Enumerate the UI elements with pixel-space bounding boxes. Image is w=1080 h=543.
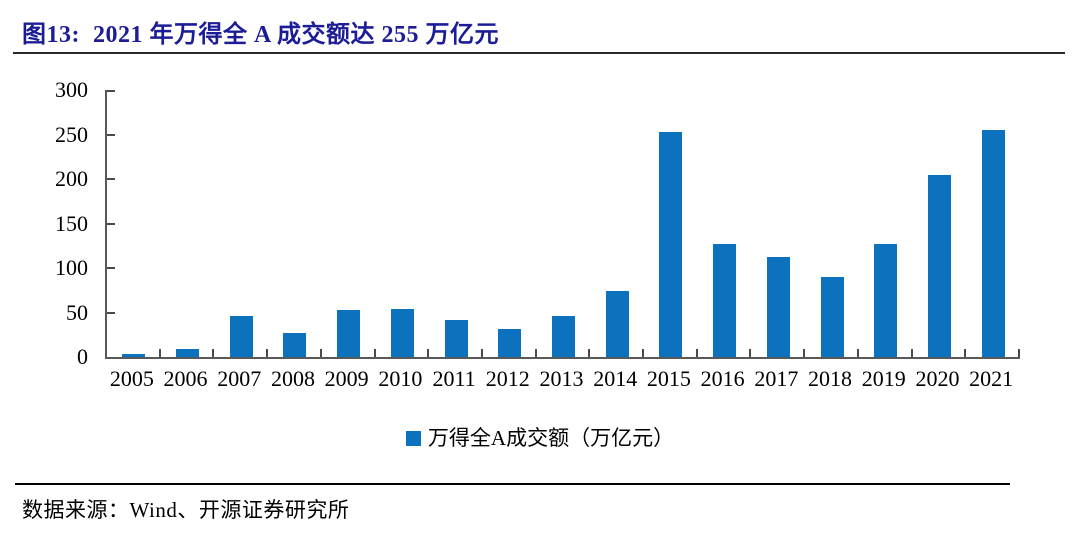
bar-2010	[390, 308, 414, 357]
x-tick-2005	[158, 349, 161, 357]
x-axis-label-2015: 2015	[646, 366, 691, 391]
x-tick-2008	[319, 349, 322, 357]
x-axis-label-2021: 2021	[969, 366, 1014, 391]
legend-swatch	[405, 430, 421, 446]
bar-2017	[766, 257, 790, 357]
x-axis-label-2013: 2013	[539, 366, 584, 391]
figure-title: 图13: 2021 年万得全 A 成交额达 255 万亿元	[22, 22, 499, 48]
x-axis-label-2009: 2009	[324, 366, 369, 391]
x-axis-label-2019: 2019	[861, 366, 906, 391]
y-tick-250	[107, 133, 115, 136]
bar-2006	[176, 349, 200, 357]
x-tick-2019	[910, 349, 913, 357]
bar-2020	[927, 175, 951, 357]
x-axis-label-2007: 2007	[217, 366, 262, 391]
x-axis-label-2011: 2011	[432, 366, 476, 391]
x-axis-label-2010: 2010	[378, 366, 423, 391]
y-axis-label-50: 50	[66, 299, 88, 325]
bar-2021	[981, 130, 1005, 357]
x-axis-label-2005: 2005	[109, 366, 154, 391]
chart-legend: 万得全A成交额（万亿元）	[0, 426, 1080, 450]
x-axis-label-2012: 2012	[485, 366, 530, 391]
bar-2008	[283, 332, 307, 357]
bar-2011	[444, 319, 468, 357]
x-tick-2015	[695, 349, 698, 357]
y-tick-100	[107, 267, 115, 269]
x-tick-2017	[803, 349, 806, 357]
y-axis-label-300: 300	[55, 77, 88, 102]
bar-2015	[659, 131, 683, 357]
bar-2005	[122, 354, 146, 357]
x-tick-2009	[373, 349, 376, 357]
y-axis-label-250: 250	[55, 121, 88, 147]
title-divider	[13, 52, 1065, 54]
bar-2009	[337, 309, 361, 357]
y-axis-label-150: 150	[55, 210, 88, 236]
x-tick-2014	[642, 349, 645, 357]
data-source: 数据来源：Wind、开源证券研究所	[22, 498, 350, 522]
y-tick-300	[107, 90, 115, 92]
bar-2019	[874, 243, 898, 357]
x-axis-label-2016: 2016	[700, 366, 745, 391]
bar-2007	[229, 316, 253, 357]
x-tick-2013	[588, 349, 591, 357]
y-axis-label-0: 0	[77, 344, 88, 369]
bar-2013	[552, 316, 575, 357]
bar-2018	[820, 276, 844, 357]
x-tick-2020	[964, 349, 967, 357]
bar-2014	[605, 291, 629, 357]
x-tick-2018	[856, 349, 859, 357]
y-tick-150	[107, 222, 115, 225]
legend-label: 万得全A成交额（万亿元）	[427, 426, 675, 450]
x-tick-2011	[480, 349, 483, 357]
bar-2016	[713, 243, 737, 357]
y-tick-50	[107, 311, 115, 314]
footer-divider	[15, 483, 1010, 485]
bar-2012	[498, 329, 522, 357]
x-axis-label-2014: 2014	[593, 366, 638, 391]
y-axis-label-100: 100	[55, 255, 88, 280]
x-tick-2012	[534, 349, 537, 357]
y-axis-label-200: 200	[55, 166, 88, 191]
x-tick-2007	[266, 349, 269, 357]
y-tick-200	[107, 178, 115, 180]
x-tick-2021	[1018, 349, 1020, 357]
x-axis-label-2008: 2008	[270, 366, 315, 391]
x-axis-label-2017: 2017	[754, 366, 799, 391]
x-tick-2016	[749, 349, 752, 357]
x-axis-label-2020: 2020	[915, 366, 960, 391]
x-axis-label-2018: 2018	[808, 366, 853, 391]
plot-area	[105, 90, 1020, 359]
x-axis-label-2006: 2006	[163, 366, 208, 391]
x-tick-2010	[427, 349, 430, 357]
x-tick-2006	[212, 349, 215, 357]
